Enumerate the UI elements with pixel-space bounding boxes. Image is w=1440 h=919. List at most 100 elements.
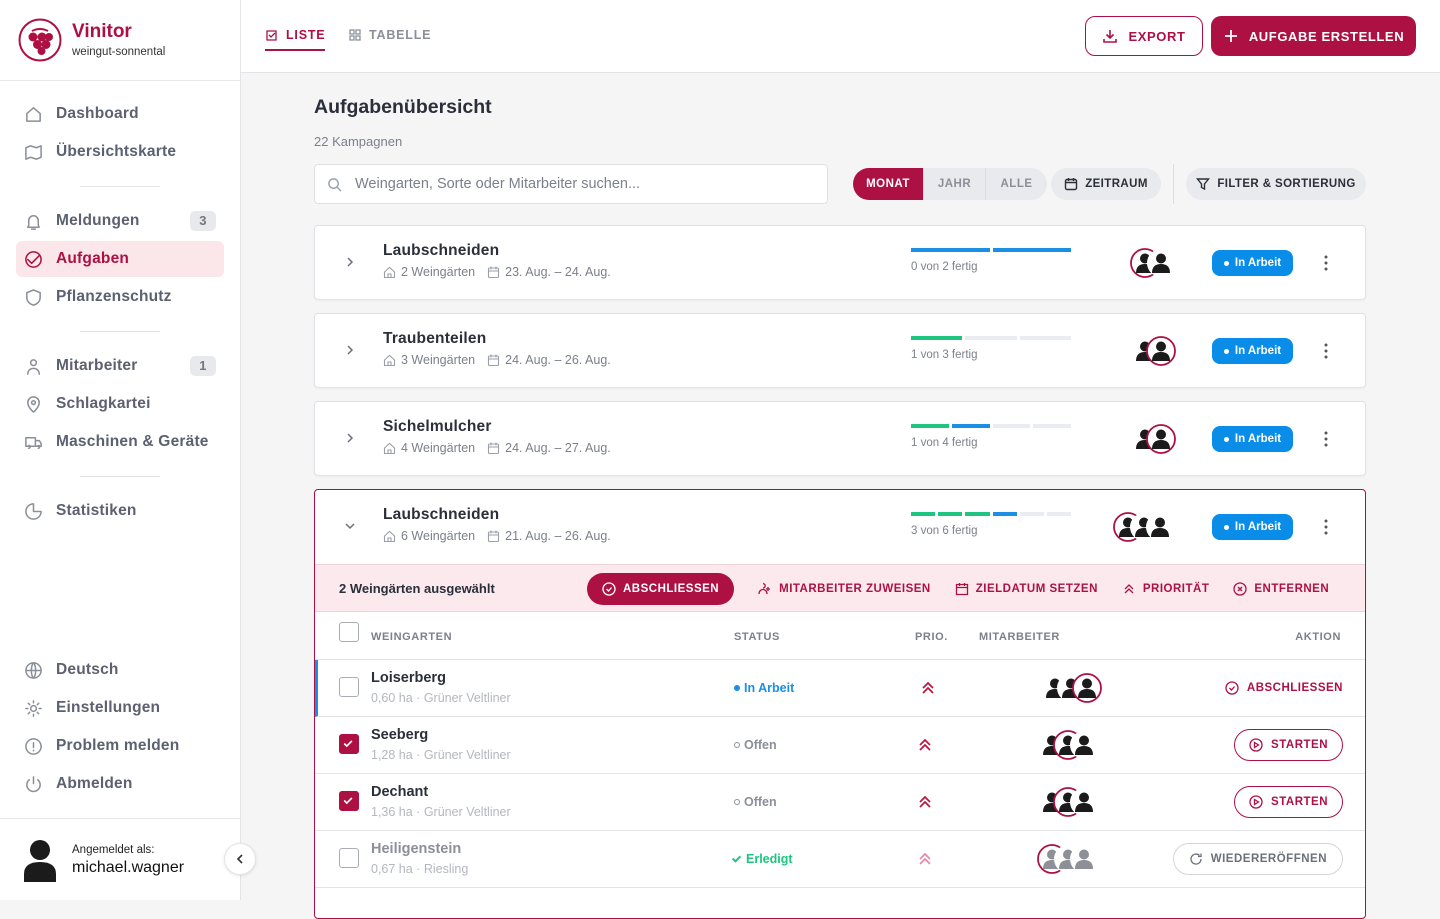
progress-segment [1046,512,1072,516]
row-action[interactable]: ABSCHLIESSEN [1225,672,1343,704]
more-menu[interactable] [1319,254,1333,272]
progress-bar [911,336,1071,340]
expand-toggle[interactable] [343,343,357,357]
progress-text: 0 von 2 fertig [911,261,977,273]
period-option[interactable]: ALLE [985,168,1047,200]
expand-toggle[interactable] [343,255,357,269]
row-action[interactable]: WIEDERERÖFFNEN [1172,843,1343,875]
progress-segment [938,512,963,516]
bulk-action[interactable]: PRIORITÄT [1122,573,1209,605]
separator [1173,164,1174,204]
more-menu[interactable] [1319,342,1333,360]
bulk-action[interactable]: MITARBEITER ZUWEISEN [758,573,931,605]
row-status: In Arbeit [734,681,794,695]
nav-item-text: Einstellungen [56,699,161,716]
bulk-action[interactable]: ZIELDATUM SETZEN [955,573,1098,605]
task-card[interactable]: Laubschneiden 2 Weingärten 23. Aug. – 24. … [314,225,1366,300]
expand-toggle[interactable] [343,431,357,445]
progress-bar [911,424,1071,428]
nav-item[interactable]: Schlagkartei [16,385,224,423]
progress-segment [992,424,1031,428]
nav-item[interactable]: Statistiken [16,492,224,530]
vineyard-name: Dechant [371,784,428,800]
vineyard-row: Loiserberg 0,60 ha · Grüner Veltliner In A… [315,660,1365,717]
row-checkbox[interactable] [339,734,359,754]
nav-item-text: Statistiken [56,502,137,519]
icon [25,737,42,755]
nav-item[interactable]: Übersichtskarte [16,133,224,171]
vineyard-details: 1,28 ha · Grüner Veltliner [371,748,511,762]
nav-item[interactable]: Meldungen 3 [16,202,224,240]
row-action-text: ABSCHLIESSEN [1246,682,1343,694]
task-card[interactable]: Traubenteilen 3 Weingärten 24. Aug. – 26. … [314,313,1366,388]
export-button[interactable]: EXPORT [1085,16,1203,56]
progress-bar [911,248,1071,252]
task-dates: 24. Aug. – 26. Aug. [505,353,611,367]
status-text-text: Offen [744,738,777,752]
view-tab[interactable]: LISTE [265,27,326,51]
nav-item[interactable]: Einstellungen [16,689,224,727]
row-action-text: STARTEN [1271,796,1328,808]
bulk-action[interactable]: ENTFERNEN [1233,573,1329,605]
user-label: Angemeldet als: [72,844,155,856]
row-checkbox[interactable] [339,791,359,811]
nav-item[interactable]: Mitarbeiter 1 [16,347,224,385]
nav-item[interactable]: Abmelden [16,765,224,803]
assignees [1113,512,1174,542]
nav-item[interactable]: Deutsch [16,651,224,689]
avatar [1070,788,1098,816]
task-dates: 21. Aug. – 26. Aug. [505,529,611,543]
progress-segment [1019,512,1044,516]
nav-badge: 3 [190,211,216,231]
view-tab[interactable]: TABELLE [348,27,431,43]
row-action-text: STARTEN [1271,739,1328,751]
period-option-text: JAHR [937,178,972,190]
nav-badge: 1 [190,356,216,376]
divider [0,80,240,81]
assignees [1130,248,1175,278]
status-text: Offen [744,738,777,752]
nav-item[interactable]: Problem melden [16,727,224,765]
row-action[interactable]: STARTEN [1234,729,1343,761]
avatar [1146,424,1176,454]
column-header: WEINGARTEN [371,631,452,643]
period-option[interactable]: MONAT [853,168,923,200]
more-menu[interactable] [1319,518,1333,536]
filter-button[interactable]: FILTER & SORTIERUNG [1186,168,1366,200]
row-checkbox[interactable] [339,848,359,868]
column-header-text: MITARBEITER [979,631,1060,643]
selection-label-text: 2 Weingärten ausgewählt [339,581,495,596]
icon [27,395,40,413]
row-action[interactable]: STARTEN [1234,786,1343,818]
task-dates-text: 24. Aug. – 27. Aug. [505,441,611,455]
period-option-text: ALLE [1000,178,1033,190]
nav-item[interactable]: Pflanzenschutz [16,278,224,316]
icon [25,144,42,160]
vineyard-details-text: 0,67 ha · Riesling [371,862,469,876]
status-badge-text: In Arbeit [1234,433,1282,445]
task-name: Traubenteilen [383,330,486,348]
more-menu[interactable] [1319,430,1333,448]
period-option[interactable]: JAHR [923,168,985,200]
user-avatar [22,838,58,887]
status-dot [734,685,740,691]
expand-toggle[interactable] [343,519,357,533]
selection-label: 2 Weingärten ausgewählt [339,581,495,596]
search-input[interactable]: Weingarten, Sorte oder Mitarbeiter suche… [314,164,828,204]
bulk-action[interactable]: ABSCHLIESSEN [587,573,735,605]
create-button[interactable]: AUFGABE ERSTELLEN [1211,16,1416,56]
task-card[interactable]: Sichelmulcher 4 Weingärten 24. Aug. – 27. … [314,401,1366,476]
nav-item[interactable]: Aufgaben [16,241,224,277]
nav-item[interactable]: Dashboard [16,95,224,133]
task-meta: 4 Weingärten 24. Aug. – 27. Aug. [383,441,611,455]
task-card[interactable]: Laubschneiden 6 Weingärten 21. Aug. – 26. … [314,489,1366,919]
nav-item[interactable]: Maschinen & Geräte [16,423,224,461]
row-checkbox[interactable] [339,677,359,697]
status-badge-text: In Arbeit [1234,345,1282,357]
vineyard-details-text: 0,60 ha · Grüner Veltliner [371,691,511,705]
range-button[interactable]: ZEITRAUM [1051,168,1161,200]
bulk-action-text: ABSCHLIESSEN [623,583,720,595]
collapse-button[interactable] [224,843,256,875]
select-all-checkbox[interactable] [339,622,359,642]
priority-icon [921,680,935,696]
